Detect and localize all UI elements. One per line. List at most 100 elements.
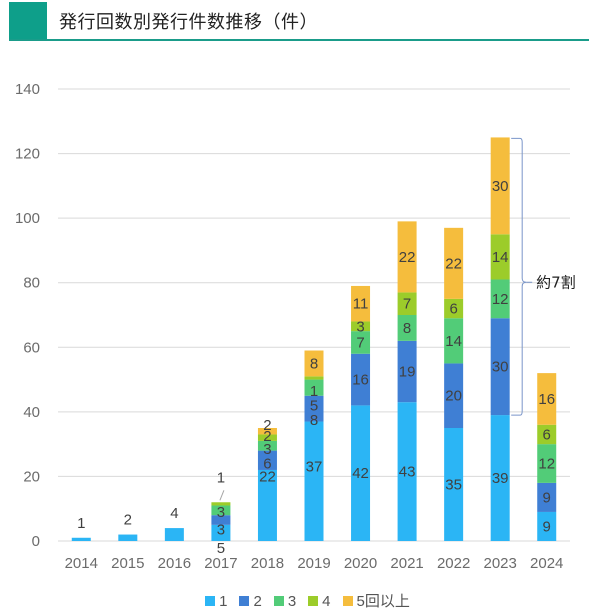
data-label: 3 bbox=[263, 441, 271, 458]
data-label: 43 bbox=[399, 464, 416, 481]
data-label: 22 bbox=[259, 468, 276, 485]
x-tick-label: 2018 bbox=[251, 555, 284, 572]
y-tick-label: 0 bbox=[32, 533, 40, 550]
bar-segment bbox=[304, 421, 324, 541]
legend-swatch bbox=[342, 596, 353, 606]
data-label: 1 bbox=[217, 469, 225, 486]
legend-label: 1 bbox=[219, 593, 228, 610]
bar-segment bbox=[490, 279, 510, 319]
data-label: 39 bbox=[492, 470, 509, 487]
bar-segment bbox=[537, 424, 557, 445]
bar-segment bbox=[257, 434, 277, 441]
bar-segment bbox=[444, 318, 464, 364]
data-label: 3 bbox=[217, 522, 225, 539]
x-tick-label: 2021 bbox=[390, 555, 423, 572]
x-tick-label: 2022 bbox=[437, 555, 470, 572]
data-label: 16 bbox=[538, 391, 555, 408]
bar-segment bbox=[490, 234, 510, 280]
bar-segment bbox=[257, 428, 277, 435]
data-label: 37 bbox=[306, 459, 323, 476]
data-label: 1 bbox=[310, 383, 318, 400]
y-tick-label: 80 bbox=[23, 275, 40, 292]
bar-segment bbox=[351, 405, 371, 541]
x-tick-label: 2024 bbox=[530, 555, 563, 572]
bar-segment bbox=[444, 298, 464, 319]
data-label: 1 bbox=[77, 515, 85, 532]
data-label: 3 bbox=[356, 318, 364, 335]
legend-item: 4 bbox=[308, 593, 331, 610]
bar-segment bbox=[397, 402, 417, 541]
data-label: 6 bbox=[449, 301, 457, 318]
y-tick-label: 20 bbox=[23, 468, 40, 485]
bar-segment bbox=[490, 415, 510, 541]
y-tick-label: 60 bbox=[23, 339, 40, 356]
y-tick-label: 120 bbox=[15, 146, 40, 163]
bar-segment bbox=[257, 450, 277, 470]
data-label: 12 bbox=[492, 291, 509, 308]
legend: 1 2 3 4 5回以上 bbox=[0, 590, 615, 611]
bar-segment bbox=[257, 469, 277, 541]
data-label: 5 bbox=[217, 540, 225, 557]
data-label: 14 bbox=[492, 249, 509, 266]
bar-segment bbox=[397, 292, 417, 315]
bar-segment bbox=[164, 528, 184, 541]
legend-swatch bbox=[239, 596, 250, 606]
bar-segment bbox=[444, 227, 464, 299]
data-label: 2 bbox=[263, 417, 271, 434]
bar-segment bbox=[304, 350, 324, 377]
data-label: 2 bbox=[124, 512, 132, 529]
legend-swatch bbox=[273, 596, 284, 606]
data-label: 11 bbox=[353, 296, 369, 313]
data-label: 22 bbox=[445, 255, 462, 272]
legend-item: 2 bbox=[239, 593, 262, 610]
bar-segment bbox=[537, 373, 557, 425]
data-label: 7 bbox=[403, 296, 411, 313]
y-tick-label: 140 bbox=[15, 81, 40, 98]
bar-segment bbox=[118, 534, 138, 541]
annotation-label: 約7割 bbox=[536, 273, 576, 291]
legend-item: 3 bbox=[273, 593, 296, 610]
bar-segment bbox=[211, 502, 231, 506]
data-label: 2 bbox=[263, 428, 271, 445]
data-label: 16 bbox=[352, 372, 369, 389]
bar-segment bbox=[397, 340, 417, 403]
bar-segment bbox=[351, 321, 371, 332]
legend-item: 1 bbox=[205, 593, 227, 610]
bar-segment bbox=[444, 428, 464, 541]
bar-segment bbox=[211, 515, 231, 525]
bar-segment bbox=[397, 315, 417, 341]
bar-segment bbox=[211, 505, 231, 516]
bar-segment bbox=[351, 285, 371, 322]
x-tick-label: 2015 bbox=[111, 555, 144, 572]
bar-segment bbox=[304, 379, 324, 396]
data-label: 42 bbox=[352, 465, 369, 482]
y-tick-label: 40 bbox=[23, 404, 40, 421]
bar-segment bbox=[490, 137, 510, 235]
data-label: 8 bbox=[310, 412, 318, 429]
chart-title: 発行回数別発行件数推移（件） bbox=[59, 12, 318, 33]
data-label: 8 bbox=[403, 320, 411, 337]
x-tick-label: 2019 bbox=[297, 555, 330, 572]
data-label: 5 bbox=[310, 397, 318, 414]
legend-swatch bbox=[308, 596, 319, 606]
bar-segment bbox=[351, 353, 371, 406]
legend-label: 4 bbox=[322, 593, 331, 610]
y-tick-label: 100 bbox=[15, 210, 40, 227]
bar-segment bbox=[304, 395, 324, 422]
x-tick-label: 2020 bbox=[344, 555, 377, 572]
data-label: 8 bbox=[310, 355, 318, 372]
data-label: 9 bbox=[543, 489, 551, 506]
bar-segment bbox=[304, 376, 324, 380]
legend-swatch bbox=[205, 596, 216, 606]
data-label: 7 bbox=[356, 334, 364, 351]
x-tick-label: 2023 bbox=[483, 555, 516, 572]
data-label: 20 bbox=[445, 388, 462, 405]
data-label: 4 bbox=[170, 505, 178, 522]
data-label: 9 bbox=[543, 518, 551, 535]
bar-segment bbox=[444, 363, 464, 428]
leader-line bbox=[219, 490, 225, 501]
x-tick-label: 2014 bbox=[65, 555, 98, 572]
data-label: 12 bbox=[538, 456, 555, 473]
bracket-annotation bbox=[511, 137, 527, 416]
